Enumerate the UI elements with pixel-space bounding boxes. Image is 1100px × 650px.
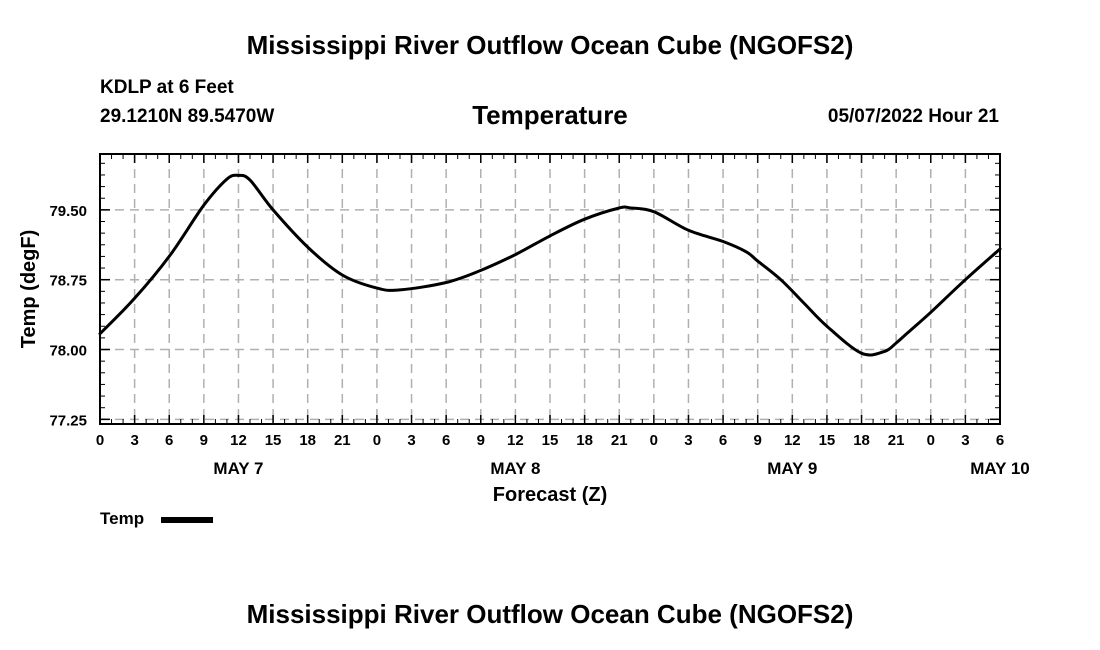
chart-title: Mississippi River Outflow Ocean Cube (NG…: [246, 30, 854, 60]
station-label: KDLP at 6 Feet: [100, 77, 234, 98]
x-tick-label: 9: [200, 432, 208, 449]
x-tick-label: 6: [996, 432, 1004, 449]
x-tick-label: 9: [477, 432, 485, 449]
station-coordinates: 29.1210N 89.5470W: [100, 106, 275, 127]
x-tick-label: 6: [442, 432, 450, 449]
x-tick-label: 18: [853, 432, 870, 449]
x-axis-title: Forecast (Z): [493, 484, 607, 506]
temp-series-line: [98, 173, 1002, 357]
x-tick-label: 12: [230, 432, 247, 449]
y-axis-title: Temp (degF): [18, 230, 40, 349]
day-label: MAY 10: [970, 459, 1030, 478]
x-tick-label: 3: [407, 432, 415, 449]
x-tick-label: 21: [888, 432, 905, 449]
day-label: MAY 7: [213, 459, 263, 478]
x-tick-label: 0: [927, 432, 935, 449]
x-tick-label: 15: [819, 432, 836, 449]
x-tick-label: 9: [754, 432, 762, 449]
variable-title: Temperature: [472, 100, 628, 130]
x-tick-label: 15: [542, 432, 559, 449]
y-tick-label: 78.75: [49, 273, 87, 290]
x-tick-label: 3: [684, 432, 692, 449]
x-tick-label: 3: [130, 432, 138, 449]
y-tick-label: 78.00: [49, 343, 87, 360]
x-tick-label: 18: [299, 432, 316, 449]
x-tick-label: 0: [96, 432, 104, 449]
x-tick-label: 15: [265, 432, 282, 449]
x-tick-label: 18: [576, 432, 593, 449]
day-label: MAY 8: [490, 459, 540, 478]
x-tick-label: 3: [961, 432, 969, 449]
y-tick-label: 77.25: [49, 412, 87, 429]
x-tick-label: 0: [373, 432, 381, 449]
x-tick-label: 12: [507, 432, 524, 449]
x-tick-label: 6: [719, 432, 727, 449]
legend-line-swatch: [161, 517, 213, 523]
day-label: MAY 9: [767, 459, 817, 478]
x-tick-label: 6: [165, 432, 173, 449]
forecast-datetime: 05/07/2022 Hour 21: [827, 106, 999, 127]
x-tick-label: 12: [784, 432, 801, 449]
x-tick-label: 0: [650, 432, 658, 449]
y-tick-label: 79.50: [49, 203, 87, 220]
x-tick-label: 21: [611, 432, 628, 449]
x-tick-label: 21: [334, 432, 351, 449]
footer-title: Mississippi River Outflow Ocean Cube (NG…: [246, 599, 854, 629]
legend-label: Temp: [100, 509, 145, 528]
